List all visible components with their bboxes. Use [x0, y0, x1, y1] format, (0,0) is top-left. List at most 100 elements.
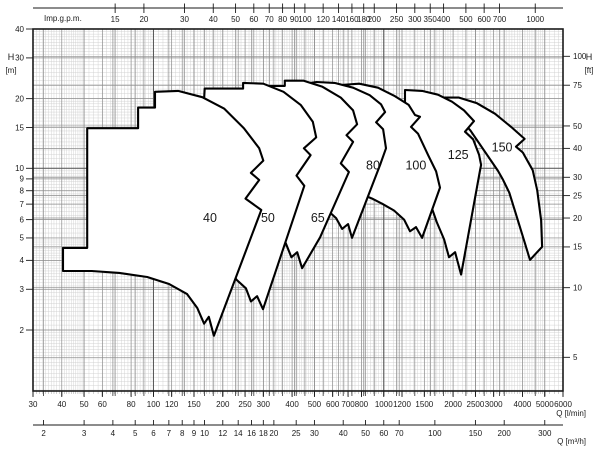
top-axis-tick-label: 180	[357, 15, 371, 24]
top-axis-tick-label: 120	[316, 15, 330, 24]
top-axis-tick-label: 700	[493, 15, 507, 24]
bottom-axis-tick-label: 5000	[536, 400, 554, 409]
envelope-label-150: 150	[492, 140, 513, 154]
m3h-axis-tick-label: 150	[469, 429, 483, 438]
top-axis-tick-label: 20	[139, 15, 148, 24]
bottom-axis-tick-label: 500	[308, 400, 322, 409]
bottom-axis-tick-label: 1500	[415, 400, 433, 409]
axis-left-m: H [m] 40 30 20 15 10 9 8 7 6 5 4 3 2	[5, 25, 33, 335]
left-axis-tick-label: 9	[20, 175, 25, 184]
bottom-axis-tick-label: 80	[127, 400, 136, 409]
envelope-label-100: 100	[405, 158, 426, 172]
left-axis-tick-label: 20	[15, 94, 24, 103]
top-axis-tick-label: 400	[437, 15, 451, 24]
envelope-label-40: 40	[203, 211, 217, 225]
envelope-label-50: 50	[261, 211, 275, 225]
bottom-axis-tick-label: 6000	[554, 400, 572, 409]
bottom-axis-tick-label: 200	[216, 400, 230, 409]
left-axis-tick-label: 2	[20, 326, 25, 335]
m3h-axis-tick-label: 14	[234, 429, 243, 438]
bottom-axis-tick-label: 100	[147, 400, 161, 409]
bottom-axis-tick-label: 400	[285, 400, 299, 409]
axis-top-impgpm: Imp.g.p.m. 15 20 30 40 50 60 70 80 90 100 120 140 160…	[33, 3, 563, 24]
left-axis-tick-label: 30	[15, 54, 24, 63]
m3h-axis-tick-label: 20	[269, 429, 278, 438]
top-axis-tick-label: 80	[278, 15, 287, 24]
top-axis-tick-label: 160	[345, 15, 359, 24]
left-axis-unit: [m]	[5, 66, 16, 75]
top-axis-tick-label: 300	[408, 15, 422, 24]
top-axis-tick-label: 500	[459, 15, 473, 24]
top-axis-tick-label: 50	[231, 15, 240, 24]
m3h-axis-tick-label: 6	[151, 429, 156, 438]
left-axis-tick-label: 10	[15, 164, 24, 173]
top-axis-tick-label: 70	[265, 15, 274, 24]
left-axis-tick-label: 4	[20, 256, 25, 265]
m3h-axis-tick-label: 50	[361, 429, 370, 438]
bottom-axis-tick-label: 40	[57, 400, 66, 409]
bottom-axis-tick-label: 2500	[467, 400, 485, 409]
bottom-axis-tick-label: 30	[29, 400, 38, 409]
left-axis-tick-label: 15	[15, 123, 24, 132]
bottom-axis-tick-label: 600	[326, 400, 340, 409]
right-axis-tick-label: 15	[573, 243, 582, 252]
top-axis-tick-label: 600	[477, 15, 491, 24]
bottom-axis-tick-label: 120	[165, 400, 179, 409]
m3h-axis-tick-label: 200	[498, 429, 512, 438]
bottom-axis-tick-label: 150	[187, 400, 201, 409]
top-axis-label: Imp.g.p.m.	[44, 14, 82, 23]
bottom-axis-unit-lmin: Q [l/min]	[556, 409, 586, 418]
pump-envelopes	[61, 79, 544, 337]
right-axis-tick-label: 25	[573, 191, 582, 200]
top-axis-tick-label: 40	[209, 15, 218, 24]
left-axis-tick-label: 7	[20, 200, 25, 209]
m3h-axis-tick-label: 70	[395, 429, 404, 438]
envelope-label-65: 65	[311, 211, 325, 225]
m3h-axis-tick-label: 18	[259, 429, 268, 438]
left-axis-tick-label: 3	[20, 285, 25, 294]
m3h-axis-tick-label: 12	[218, 429, 227, 438]
right-axis-name: H	[586, 52, 593, 62]
m3h-axis-tick-label: 30	[310, 429, 319, 438]
m3h-axis-tick-label: 100	[428, 429, 442, 438]
right-axis-tick-label: 75	[573, 81, 582, 90]
m3h-axis-tick-label: 7	[167, 429, 172, 438]
m3h-axis-tick-label: 300	[538, 429, 552, 438]
m3h-axis-tick-label: 25	[292, 429, 301, 438]
top-axis-tick-label: 15	[111, 15, 120, 24]
top-axis-tick-label: 350	[424, 15, 438, 24]
bottom-axis-unit-m3h: Q [m³/h]	[557, 437, 586, 446]
bottom-axis-tick-label: 250	[238, 400, 252, 409]
bottom-axis-tick-label: 800	[355, 400, 369, 409]
top-axis-tick-label: 140	[332, 15, 346, 24]
top-axis-tick-label: 30	[180, 15, 189, 24]
top-axis-tick-label: 60	[249, 15, 258, 24]
m3h-axis-tick-label: 60	[379, 429, 388, 438]
right-axis-tick-label: 40	[573, 144, 582, 153]
axis-right-ft: H [ft] 100 75 50 40 30 25 20 15 10 5	[563, 52, 593, 362]
right-axis-tick-label: 100	[573, 52, 587, 61]
left-axis-tick-label: 5	[20, 234, 25, 243]
bottom-axis-tick-label: 3000	[485, 400, 503, 409]
left-axis-tick-label: 40	[15, 25, 24, 34]
m3h-axis-tick-label: 40	[339, 429, 348, 438]
m3h-axis-tick-label: 3	[82, 429, 87, 438]
right-axis-tick-label: 20	[573, 214, 582, 223]
envelope-150	[440, 96, 544, 261]
left-axis-name: H	[8, 52, 15, 62]
m3h-axis-tick-label: 16	[247, 429, 256, 438]
right-axis-tick-label: 50	[573, 122, 582, 131]
left-axis-tick-label: 8	[20, 187, 25, 196]
top-axis-tick-label: 100	[298, 15, 312, 24]
top-axis-tick-label: 250	[390, 15, 404, 24]
envelope-label-125: 125	[448, 148, 469, 162]
right-axis-tick-label: 10	[573, 283, 582, 292]
m3h-axis-tick-label: 4	[111, 429, 116, 438]
left-axis-tick-label: 6	[20, 215, 25, 224]
top-axis-tick-label: 90	[290, 15, 299, 24]
bottom-axis-tick-label: 60	[98, 400, 107, 409]
right-axis-unit: [ft]	[585, 66, 594, 75]
bottom-axis-tick-label: 2000	[444, 400, 462, 409]
